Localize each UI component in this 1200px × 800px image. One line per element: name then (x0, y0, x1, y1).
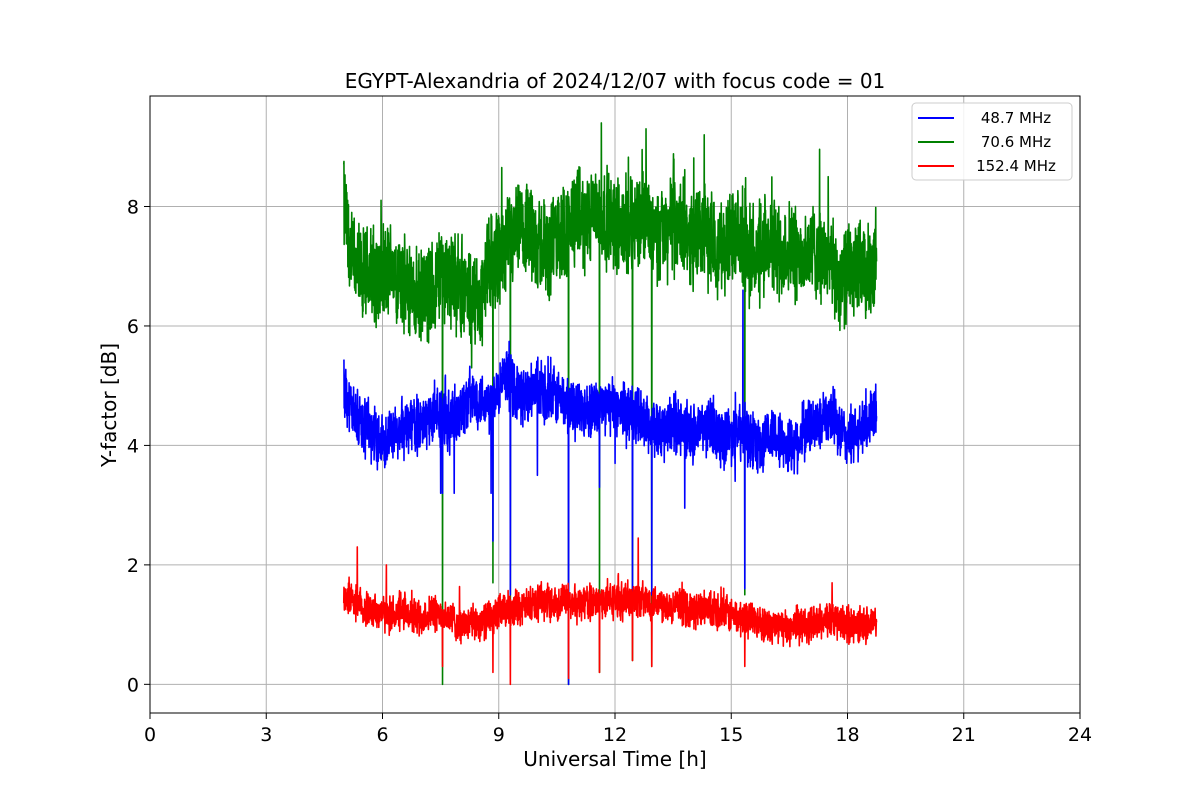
legend-label-0: 48.7 MHz (981, 109, 1051, 127)
plot-lines (342, 122, 878, 686)
y-axis-label: Y-factor [dB] (97, 343, 121, 468)
legend: 48.7 MHz 70.6 MHz 152.4 MHz (911, 102, 1073, 181)
legend-label-1: 70.6 MHz (981, 133, 1051, 151)
chart-title: EGYPT-Alexandria of 2024/12/07 with focu… (345, 69, 886, 93)
series-line-2 (342, 537, 878, 686)
x-tick-label: 18 (835, 724, 859, 746)
x-tick-label: 12 (603, 724, 627, 746)
legend-box (911, 102, 1073, 181)
y-tick-label: 8 (127, 196, 139, 218)
x-tick-label: 15 (719, 724, 743, 746)
x-tick-label: 6 (376, 724, 388, 746)
y-tick-label: 6 (127, 316, 139, 338)
x-axis: 0 3 6 9 12 15 18 21 24 (144, 713, 1092, 746)
y-tick-label: 2 (127, 555, 139, 577)
y-tick-label: 0 (127, 674, 139, 696)
legend-label-2: 152.4 MHz (976, 157, 1056, 175)
x-tick-label: 9 (493, 724, 505, 746)
x-tick-label: 21 (952, 724, 976, 746)
y-axis: 0 2 4 6 8 (127, 196, 150, 696)
x-tick-label: 24 (1068, 724, 1092, 746)
x-axis-label: Universal Time [h] (523, 747, 706, 771)
x-tick-label: 3 (260, 724, 272, 746)
x-tick-label: 0 (144, 724, 156, 746)
series-line-1 (342, 122, 878, 686)
y-tick-label: 4 (127, 435, 139, 457)
series-line-0 (343, 289, 878, 686)
